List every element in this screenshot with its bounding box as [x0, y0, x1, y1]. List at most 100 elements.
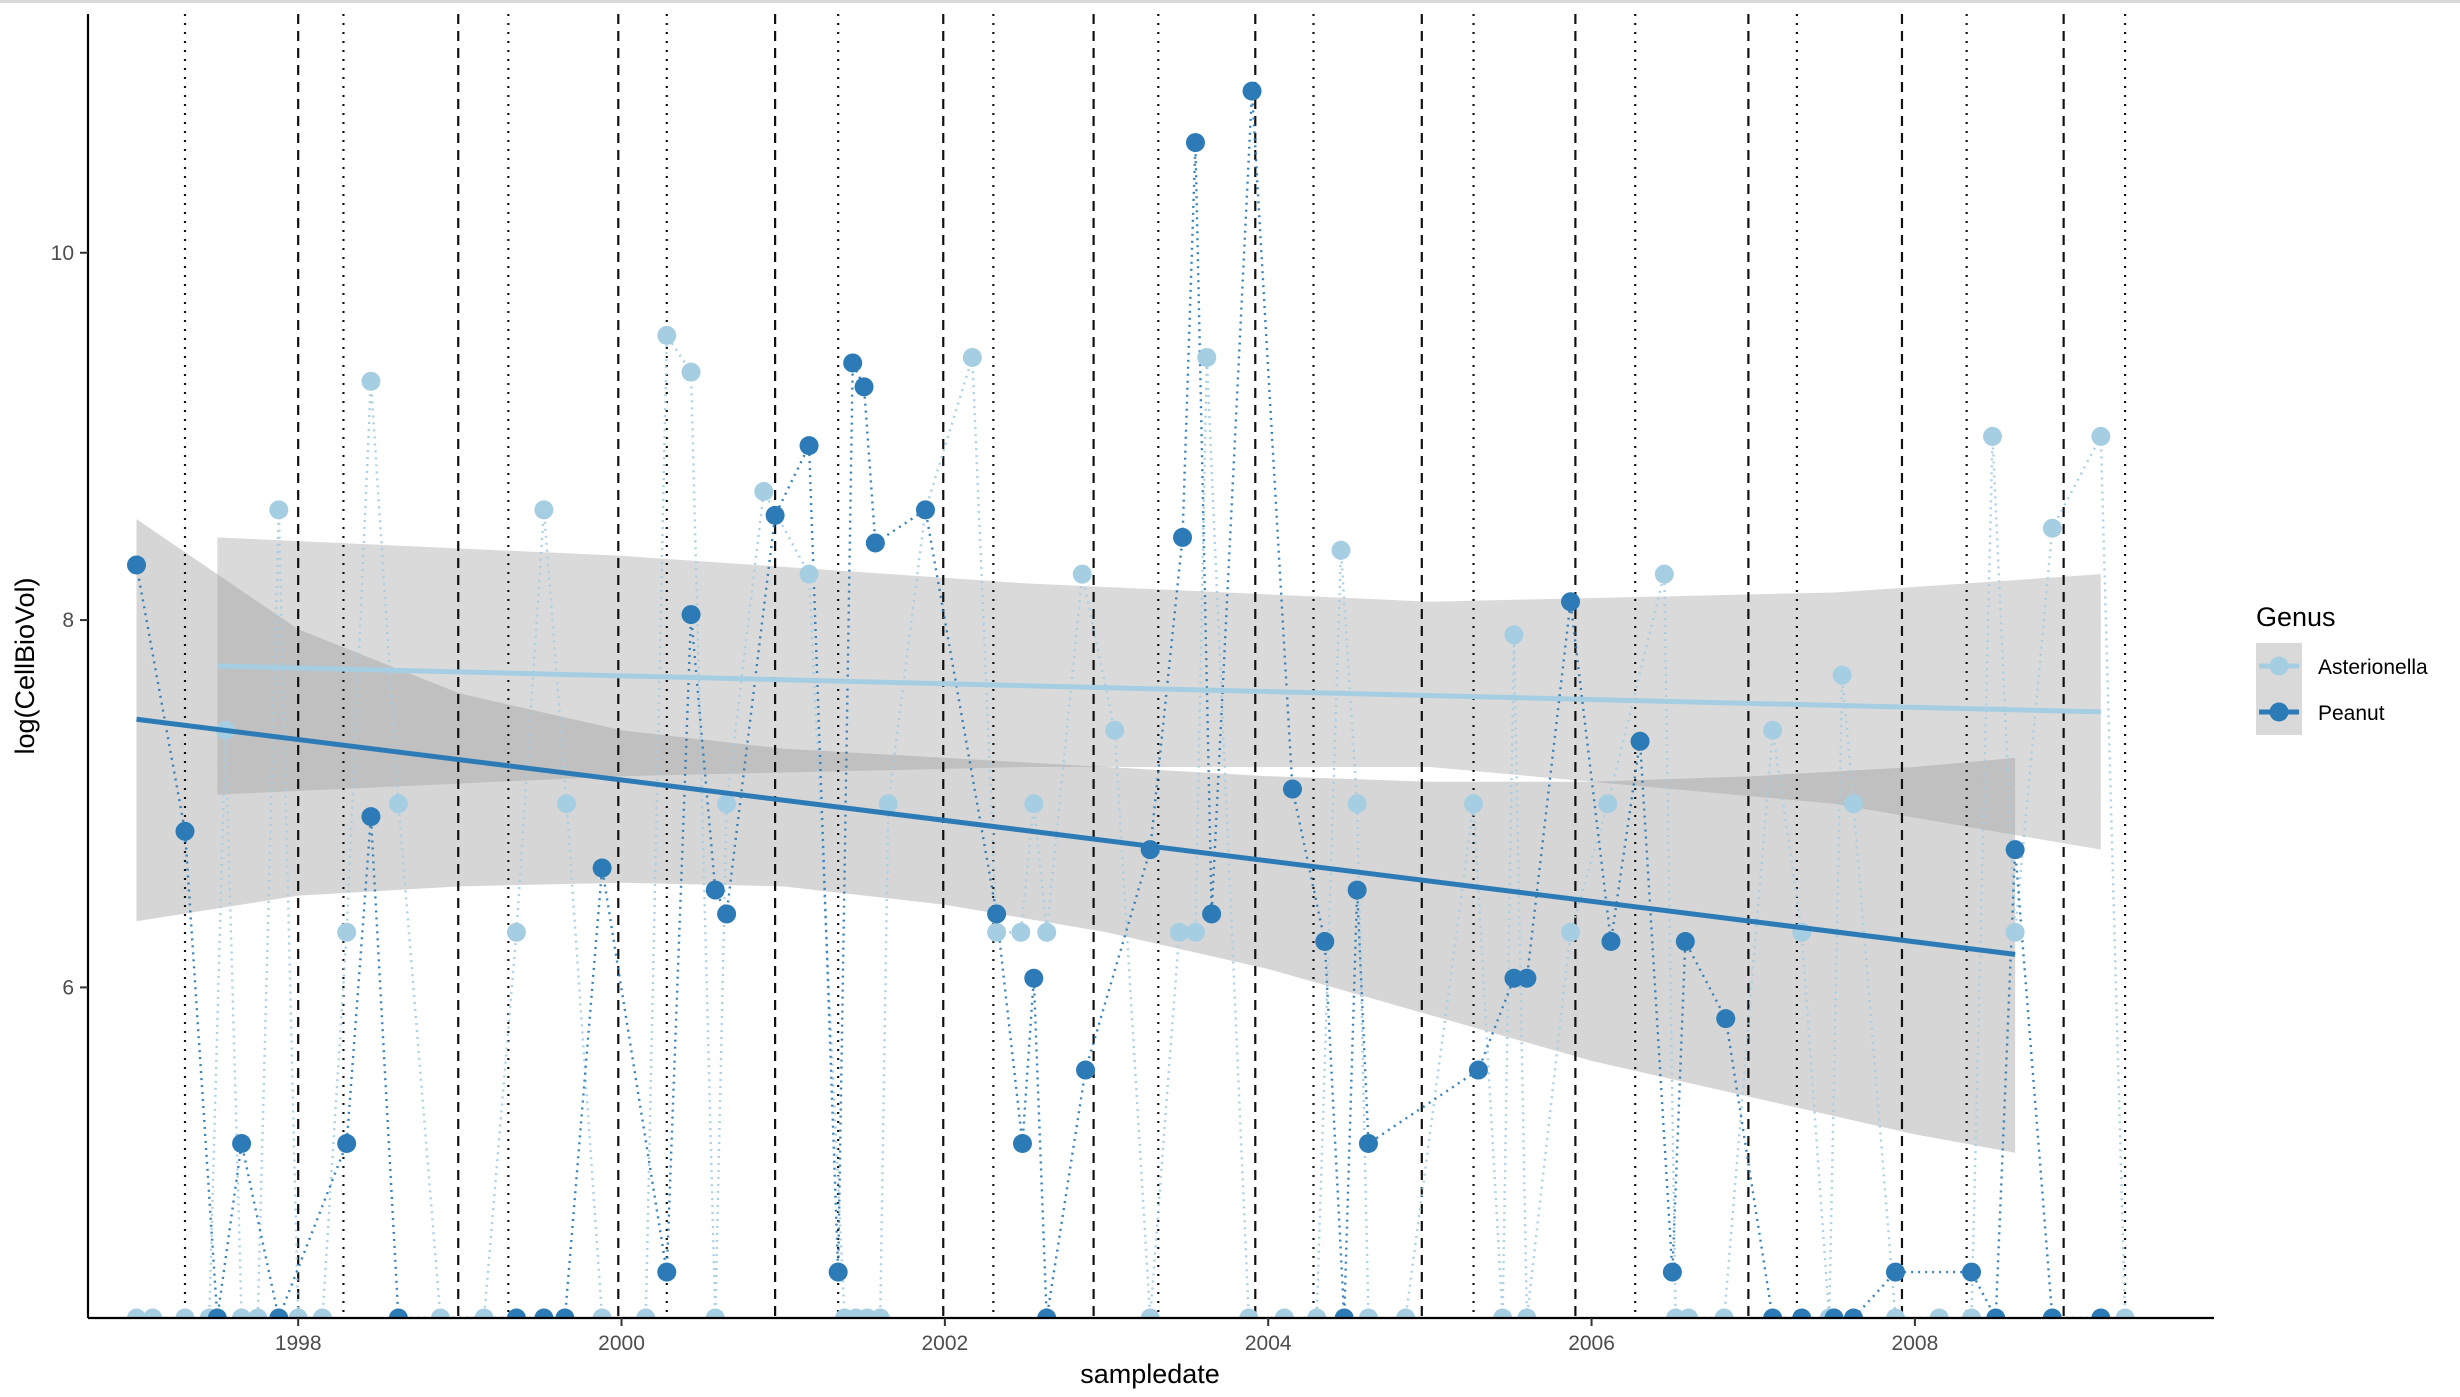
data-point-asterionella — [1561, 922, 1581, 942]
data-point-peanut — [799, 436, 819, 456]
data-point-peanut — [1601, 931, 1621, 951]
legend-title: Genus — [2256, 602, 2336, 632]
data-point-asterionella — [506, 922, 526, 942]
data-point-asterionella — [430, 1308, 450, 1318]
data-point-asterionella — [987, 922, 1007, 942]
legend-label: Asterionella — [2318, 656, 2428, 679]
legend-key-point — [2269, 656, 2289, 676]
data-point-peanut — [1076, 1060, 1096, 1080]
data-point-asterionella — [1983, 426, 2003, 446]
data-point-asterionella — [705, 1308, 725, 1318]
x-tick-label: 2004 — [1245, 1332, 1292, 1355]
data-point-peanut — [1334, 1308, 1354, 1318]
data-point-asterionella — [1517, 1308, 1537, 1318]
data-point-asterionella — [1169, 922, 1189, 942]
trend-line-asterionella — [217, 663, 2101, 715]
data-point-peanut — [361, 807, 381, 827]
data-point-peanut — [1986, 1308, 2006, 1318]
data-point-asterionella — [1598, 794, 1618, 814]
data-point-peanut — [1961, 1262, 1981, 1282]
y-tick-label: 6 — [62, 976, 74, 999]
data-point-asterionella — [557, 794, 577, 814]
x-axis-ticks: 1998 2000 2002 2004 2006 2008 — [275, 1318, 1938, 1355]
data-point-asterionella — [1464, 794, 1484, 814]
data-point-peanut — [1763, 1308, 1783, 1318]
data-point-asterionella — [1396, 1308, 1416, 1318]
data-point-asterionella — [878, 794, 898, 814]
legend-key-point — [2269, 702, 2289, 722]
data-point-peanut — [1792, 1308, 1812, 1318]
data-point-asterionella — [248, 1308, 268, 1318]
data-point-peanut — [506, 1308, 526, 1318]
data-point-asterionella — [2091, 426, 2111, 446]
data-point-peanut — [657, 1262, 677, 1282]
data-point-asterionella — [534, 500, 554, 520]
data-point-asterionella — [269, 500, 289, 520]
data-point-asterionella — [1347, 794, 1367, 814]
data-point-asterionella — [1185, 922, 1205, 942]
data-point-asterionella — [474, 1308, 494, 1318]
top-border — [0, 0, 2460, 3]
data-point-asterionella — [636, 1308, 656, 1318]
data-point-peanut — [388, 1308, 408, 1318]
data-point-peanut — [555, 1308, 575, 1318]
data-point-asterionella — [2042, 518, 2062, 538]
data-point-peanut — [1630, 731, 1650, 751]
data-point-asterionella — [1679, 1308, 1699, 1318]
data-point-asterionella — [361, 371, 381, 391]
data-point-asterionella — [1961, 1308, 1981, 1318]
data-point-asterionella — [1654, 564, 1674, 584]
data-point-asterionella — [1105, 720, 1125, 740]
data-point-peanut — [1012, 1134, 1032, 1154]
data-point-peanut — [705, 880, 725, 900]
data-point-peanut — [207, 1308, 227, 1318]
data-point-peanut — [1886, 1262, 1906, 1282]
x-tick-label: 2008 — [1892, 1332, 1939, 1355]
data-point-asterionella — [717, 794, 737, 814]
data-point-asterionella — [1239, 1308, 1259, 1318]
data-point-asterionella — [1358, 1308, 1378, 1318]
data-point-asterionella — [127, 1308, 146, 1318]
data-point-peanut — [1358, 1134, 1378, 1154]
legend-entries: Asterionella Peanut — [2256, 643, 2428, 735]
y-tick-label: 8 — [62, 609, 74, 632]
data-point-peanut — [1716, 1009, 1736, 1029]
data-point-asterionella — [592, 1308, 612, 1318]
data-point-asterionella — [2115, 1308, 2135, 1318]
data-point-asterionella — [1493, 1308, 1513, 1318]
data-point-peanut — [1315, 931, 1335, 951]
data-point-asterionella — [870, 1308, 890, 1318]
data-point-peanut — [843, 353, 863, 373]
data-point-peanut — [854, 377, 874, 397]
data-point-peanut — [915, 500, 935, 520]
data-point-peanut — [1824, 1308, 1844, 1318]
data-point-asterionella — [1886, 1308, 1906, 1318]
data-point-asterionella — [681, 362, 701, 382]
data-point-peanut — [717, 904, 737, 924]
data-point-peanut — [765, 505, 785, 525]
data-point-peanut — [1468, 1060, 1488, 1080]
trend-lines — [136, 663, 2101, 957]
data-point-asterionella — [1929, 1308, 1949, 1318]
x-tick-label: 2006 — [1568, 1332, 1615, 1355]
data-point-asterionella — [388, 794, 408, 814]
data-point-asterionella — [1763, 720, 1783, 740]
data-point-asterionella — [1011, 922, 1031, 942]
data-point-peanut — [2091, 1308, 2111, 1318]
reference-lines — [183, 14, 2127, 1318]
data-point-asterionella — [1072, 564, 1092, 584]
data-point-peanut — [1024, 968, 1044, 988]
data-point-peanut — [681, 605, 701, 625]
series-points — [127, 81, 2135, 1318]
data-point-peanut — [865, 533, 885, 553]
data-point-peanut — [1037, 1308, 1057, 1318]
data-point-asterionella — [1274, 1308, 1294, 1318]
x-tick-label: 2000 — [598, 1332, 645, 1355]
data-point-peanut — [269, 1308, 289, 1318]
data-point-peanut — [534, 1308, 554, 1318]
data-point-asterionella — [1024, 794, 1044, 814]
data-point-asterionella — [1331, 540, 1351, 560]
data-point-asterionella — [1140, 1308, 1160, 1318]
data-point-asterionella — [143, 1308, 163, 1318]
data-point-peanut — [1282, 779, 1302, 799]
